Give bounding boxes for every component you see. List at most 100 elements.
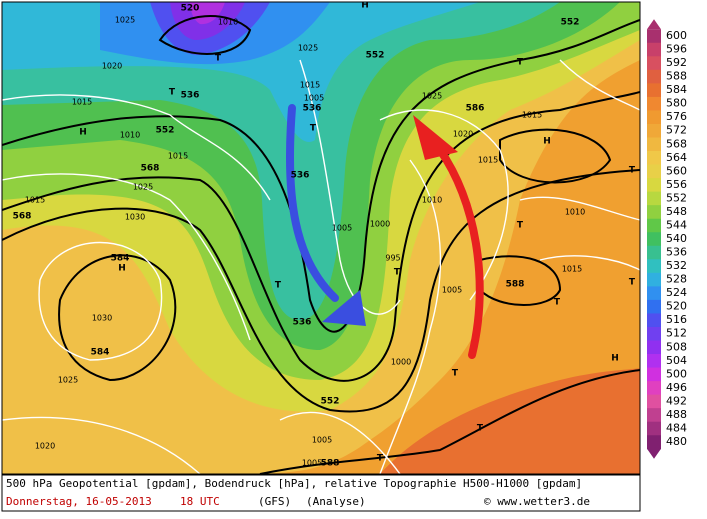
legend-swatch [647, 110, 661, 125]
map-label: 584 [91, 348, 110, 358]
legend-swatch [647, 218, 661, 233]
map-label: T [394, 268, 401, 278]
color-legend: 6005965925885845805765725685645605565525… [647, 19, 687, 459]
map-label: H [361, 1, 369, 11]
arrows [285, 104, 484, 359]
map-label: 552 [156, 126, 175, 136]
map-label: 1000 [391, 358, 411, 367]
map-label: 520 [181, 4, 200, 14]
legend-swatch [647, 381, 661, 396]
map-label: 1015 [522, 111, 542, 120]
map-label: T [215, 54, 222, 64]
legend-tick-label: 572 [666, 124, 687, 137]
legend-tick-label: 492 [666, 394, 687, 407]
legend-tick-label: 532 [666, 259, 687, 272]
map-label: T [452, 369, 459, 379]
map-label: 1025 [422, 92, 442, 101]
footer-date: Donnerstag, 16-05-2013 [6, 495, 152, 508]
legend-tick-label: 596 [666, 43, 687, 56]
map-label: T [554, 298, 561, 308]
legend-swatch [647, 29, 661, 44]
footer-description: 500 hPa Geopotential [gpdam], Bodendruck… [6, 477, 582, 490]
map-label: 1005 [312, 436, 332, 445]
legend-swatch [647, 299, 661, 314]
legend-tick-label: 588 [666, 70, 687, 83]
map-label: 1025 [298, 44, 318, 53]
legend-tick-label: 528 [666, 273, 687, 286]
map-label: 1005 [304, 94, 324, 103]
map-label: 588 [321, 459, 340, 469]
map: 520 552 552 536 552 536 568 536 568 584 584 586 588 5… [2, 1, 640, 474]
map-frame [1, 1, 641, 475]
map-label: 1030 [125, 213, 145, 222]
map-label: T [629, 166, 636, 176]
legend-cap-bottom [647, 448, 661, 459]
map-label: 1005 [302, 459, 322, 468]
legend-swatch [647, 178, 661, 193]
map-label: 552 [366, 51, 385, 61]
map-label: T [629, 278, 636, 288]
map-label: T [169, 88, 176, 98]
map-label: 1000 [370, 220, 390, 229]
legend-tick-label: 576 [666, 110, 687, 123]
map-label: T [517, 221, 524, 231]
map-label: H [543, 137, 551, 147]
map-label: 1030 [92, 314, 112, 323]
map-label: 552 [321, 397, 340, 407]
map-label: 995 [385, 254, 400, 263]
geopotential-contours [2, 15, 640, 474]
legend-swatch [647, 367, 661, 382]
map-label: 1015 [478, 156, 498, 165]
legend-tick-label: 512 [666, 327, 687, 340]
map-label: 1015 [168, 152, 188, 161]
legend-tick-label: 484 [666, 421, 687, 434]
map-label: H [79, 128, 87, 138]
map-label: 1010 [422, 196, 442, 205]
legend-tick-label: 584 [666, 83, 687, 96]
legend-tick-label: 592 [666, 56, 687, 69]
legend-swatch [647, 123, 661, 138]
map-label: 588 [506, 280, 525, 290]
legend-swatch [647, 421, 661, 436]
footer-model: (GFS) [258, 495, 291, 508]
map-label: 584 [111, 254, 130, 264]
legend-tick-label: 544 [666, 218, 687, 231]
legend-tick-label: 488 [666, 408, 687, 421]
legend-swatch [647, 354, 661, 369]
map-label: 1010 [218, 18, 238, 27]
legend-swatch [647, 340, 661, 355]
legend-tick-label: 500 [666, 367, 687, 380]
map-label: T [275, 281, 282, 291]
legend-swatch [647, 69, 661, 84]
map-label: 536 [303, 104, 322, 114]
map-label: 1020 [453, 130, 473, 139]
footer-analysis: (Analyse) [306, 495, 366, 508]
map-label: 1025 [58, 376, 78, 385]
footer-credit: © www.wetter3.de [484, 495, 590, 508]
map-label: T [377, 454, 384, 464]
legend-tick-label: 556 [666, 178, 687, 191]
map-label: 536 [291, 171, 310, 181]
legend-swatch [647, 394, 661, 409]
legend-swatch [647, 286, 661, 301]
map-label: 1025 [115, 16, 135, 25]
legend-swatch [647, 56, 661, 71]
map-label: 1015 [562, 265, 582, 274]
footer-box [1, 474, 641, 512]
legend-swatch [647, 232, 661, 247]
legend-tick-label: 524 [666, 286, 687, 299]
map-label: T [310, 124, 317, 134]
map-label: 568 [13, 212, 32, 222]
map-label: 1010 [565, 208, 585, 217]
map-label: 1005 [332, 224, 352, 233]
footer-time: 18 UTC [180, 495, 220, 508]
legend-swatch [647, 137, 661, 152]
legend-swatch [647, 42, 661, 57]
legend-tick-label: 540 [666, 232, 687, 245]
map-label: T [517, 58, 524, 68]
legend-tick-label: 480 [666, 435, 687, 448]
legend-swatch [647, 164, 661, 179]
legend-tick-label: 548 [666, 205, 687, 218]
legend-tick-label: 496 [666, 381, 687, 394]
